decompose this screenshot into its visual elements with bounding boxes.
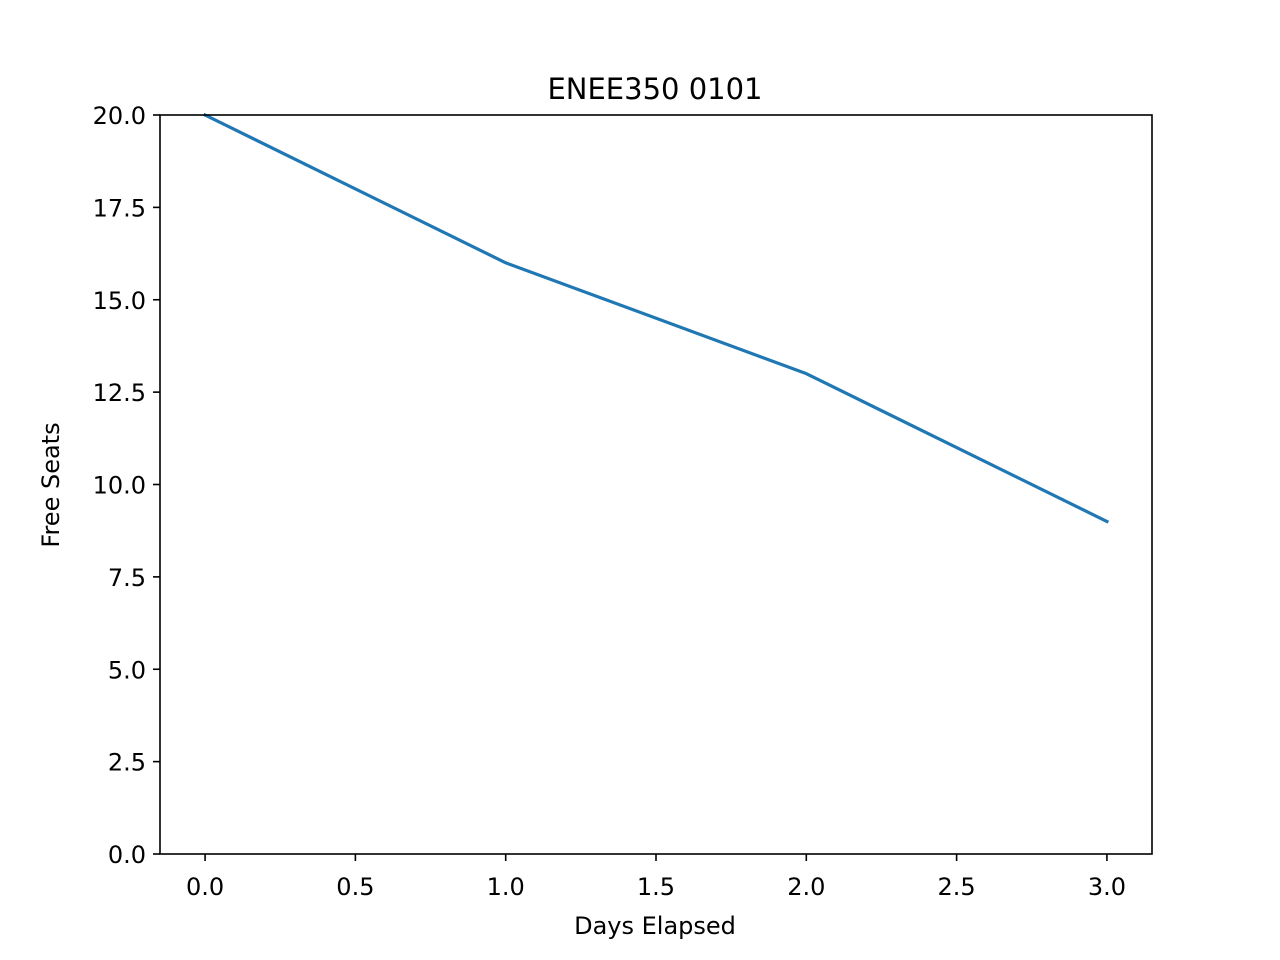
x-tick-label: 0.5 [336, 873, 374, 901]
axes-frame [159, 114, 1153, 855]
y-axis-label: Free Seats [37, 422, 65, 547]
y-tick-label: 20.0 [93, 102, 146, 130]
y-axis-ticks: 0.0 2.5 5.0 7.5 10.0 12.5 15.0 17.5 20.0 [93, 102, 160, 869]
y-tick-label: 0.0 [108, 841, 146, 869]
x-tick-label: 2.0 [787, 873, 825, 901]
chart-title: ENEE350 0101 [547, 72, 762, 106]
y-tick-label: 7.5 [108, 564, 146, 592]
x-tick-label: 1.0 [487, 873, 525, 901]
series-layer [202, 112, 1110, 524]
x-tick-label: 0.0 [186, 873, 224, 901]
y-tick-label: 5.0 [108, 656, 146, 684]
x-tick-label: 3.0 [1088, 873, 1126, 901]
y-tick-label: 17.5 [93, 194, 146, 222]
x-tick-label: 2.5 [938, 873, 976, 901]
x-axis-label: Days Elapsed [574, 912, 736, 940]
y-tick-label: 12.5 [93, 379, 146, 407]
series-line [202, 112, 1110, 524]
x-tick-label: 1.5 [637, 873, 675, 901]
y-tick-label: 10.0 [93, 472, 146, 500]
y-tick-label: 15.0 [93, 287, 146, 315]
y-tick-label: 2.5 [108, 749, 146, 777]
x-axis-ticks: 0.0 0.5 1.0 1.5 2.0 2.5 3.0 [186, 854, 1126, 901]
